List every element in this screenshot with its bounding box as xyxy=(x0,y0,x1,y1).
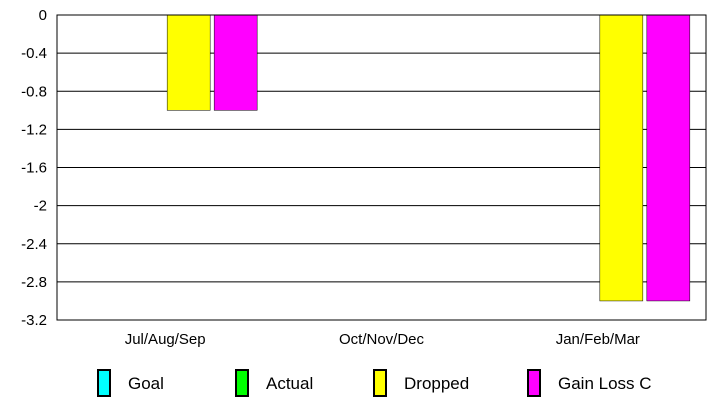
bar-gain-loss-c xyxy=(646,14,691,302)
y-tick-label: -0.4 xyxy=(21,45,47,62)
legend-swatch xyxy=(235,369,249,397)
bars xyxy=(166,14,691,302)
y-tick-label: -1.6 xyxy=(21,160,47,177)
plot-frame xyxy=(56,14,707,321)
x-category-label: Jul/Aug/Sep xyxy=(125,331,206,348)
y-axis-ticks: 0 -0.4 -0.8 -1.2 -1.6 -2 -2.4 -2.8 -3.2 xyxy=(21,7,47,329)
legend-swatch xyxy=(97,369,111,397)
y-tick-label: -2.4 xyxy=(21,236,47,253)
legend-label: Goal xyxy=(128,374,164,393)
x-category-label: Jan/Feb/Mar xyxy=(556,331,640,348)
legend-label: Dropped xyxy=(404,374,469,393)
y-tick-label: -2 xyxy=(34,198,47,215)
x-axis-categories: Jul/Aug/Sep Oct/Nov/Dec Jan/Feb/Mar xyxy=(125,331,640,348)
x-category-label: Oct/Nov/Dec xyxy=(339,331,425,348)
bar-gain-loss-c xyxy=(213,14,258,111)
legend-swatch xyxy=(527,369,541,397)
bar-dropped xyxy=(166,14,211,111)
y-tick-label: -0.8 xyxy=(21,83,47,100)
legend-label: Actual xyxy=(266,374,313,393)
y-tick-label: -3.2 xyxy=(21,312,47,329)
legend-swatch xyxy=(373,369,387,397)
bar-dropped xyxy=(599,14,644,302)
y-tick-label: 0 xyxy=(39,7,47,24)
y-tick-label: -1.2 xyxy=(21,121,47,138)
legend-label: Gain Loss C xyxy=(558,374,652,393)
legend: Goal Actual Dropped Gain Loss C xyxy=(97,369,652,397)
y-tick-label: -2.8 xyxy=(21,274,47,291)
axes xyxy=(56,14,707,321)
